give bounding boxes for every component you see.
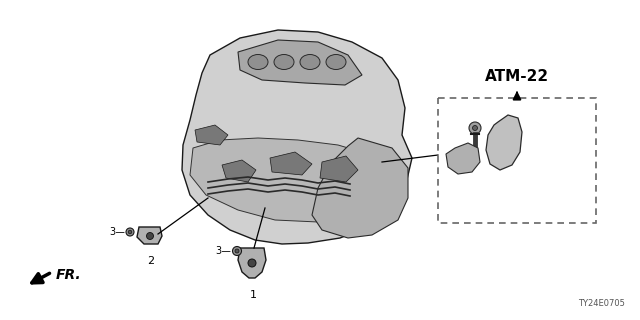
Circle shape xyxy=(469,122,481,134)
Text: 3—: 3— xyxy=(109,227,125,237)
Circle shape xyxy=(147,233,154,239)
Polygon shape xyxy=(486,115,522,170)
Ellipse shape xyxy=(326,54,346,69)
Circle shape xyxy=(126,228,134,236)
Text: 1: 1 xyxy=(250,290,257,300)
Polygon shape xyxy=(182,30,412,244)
Circle shape xyxy=(232,246,241,255)
Polygon shape xyxy=(137,227,162,244)
Polygon shape xyxy=(190,138,390,222)
Circle shape xyxy=(128,230,132,234)
Polygon shape xyxy=(195,125,228,145)
Text: 2: 2 xyxy=(147,256,155,266)
Text: TY24E0705: TY24E0705 xyxy=(578,299,625,308)
Polygon shape xyxy=(312,138,408,238)
Text: 3—: 3— xyxy=(215,246,231,256)
Circle shape xyxy=(248,259,256,267)
Text: FR.: FR. xyxy=(56,268,82,282)
Ellipse shape xyxy=(274,54,294,69)
Circle shape xyxy=(472,125,477,131)
Polygon shape xyxy=(446,143,480,174)
Polygon shape xyxy=(238,248,266,278)
Polygon shape xyxy=(238,40,362,85)
Ellipse shape xyxy=(300,54,320,69)
Text: ATM-22: ATM-22 xyxy=(485,68,549,84)
Polygon shape xyxy=(320,156,358,182)
Polygon shape xyxy=(222,160,256,182)
Bar xyxy=(438,98,596,223)
Circle shape xyxy=(235,249,239,253)
Ellipse shape xyxy=(248,54,268,69)
Polygon shape xyxy=(270,152,312,175)
